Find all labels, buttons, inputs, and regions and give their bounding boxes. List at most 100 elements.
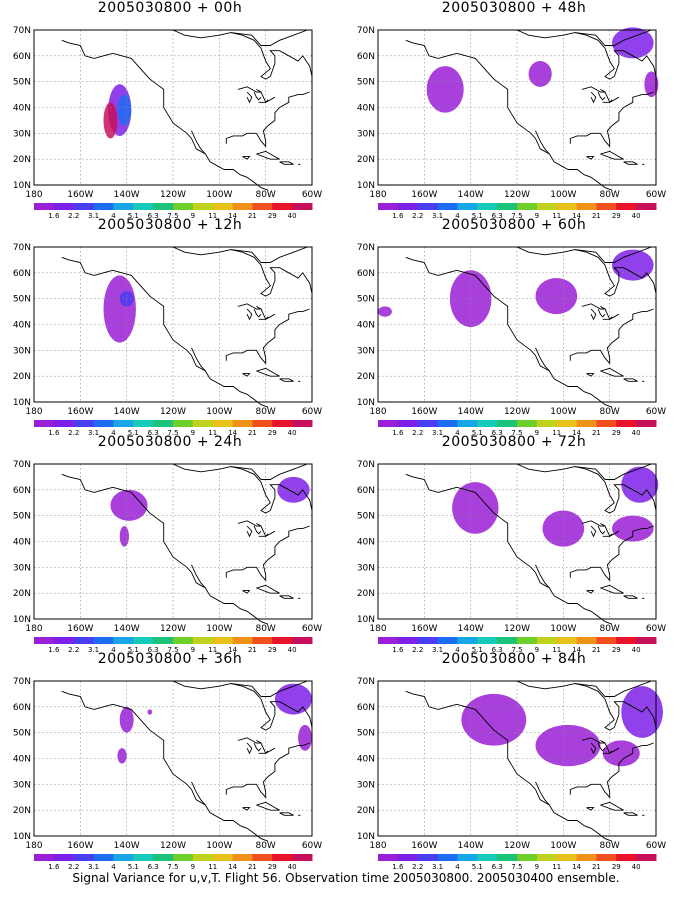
- lat-tick-label: 40N: [13, 755, 31, 765]
- panel-title: 2005030800 + 60h: [441, 217, 587, 233]
- colorbar-label: 2.2: [412, 863, 423, 871]
- lon-tick-label: 80W: [255, 624, 275, 634]
- lat-tick-label: 70N: [357, 26, 375, 36]
- colorbar-swatch: [397, 203, 419, 210]
- lat-tick-label: 60N: [13, 486, 31, 496]
- colorbar-swatch: [292, 637, 313, 644]
- colorbar-label: 2.2: [68, 429, 79, 437]
- colorbar-label: 21: [248, 646, 257, 654]
- colorbar-label: 6.3: [148, 429, 159, 437]
- panel-title: 2005030800 + 48h: [441, 0, 587, 16]
- lon-tick-label: 100W: [550, 407, 576, 417]
- colorbar-label: 9: [535, 429, 539, 437]
- colorbar-swatch: [73, 637, 95, 644]
- colorbar-label: 9: [535, 646, 539, 654]
- lon-tick-label: 140W: [114, 407, 140, 417]
- lat-tick-label: 30N: [357, 129, 375, 139]
- coastline: [581, 520, 605, 527]
- lat-tick-label: 60N: [13, 269, 31, 279]
- colorbar-swatch: [378, 854, 399, 861]
- colorbar-label: 9: [191, 646, 195, 654]
- variance-contour: [535, 724, 601, 767]
- colorbar-swatch: [153, 637, 174, 644]
- lon-tick-label: 120W: [160, 841, 186, 851]
- lon-tick-label: 160W: [411, 624, 437, 634]
- lon-tick-label: 120W: [160, 624, 186, 634]
- coastline: [586, 373, 595, 377]
- colorbar-label: 29: [612, 863, 621, 871]
- colorbar-swatch: [252, 854, 273, 861]
- colorbar-swatch: [477, 854, 498, 861]
- lat-tick-label: 50N: [13, 295, 31, 305]
- variance-contour: [119, 526, 129, 547]
- colorbar-label: 14: [572, 863, 581, 871]
- lon-tick-label: 100W: [206, 624, 232, 634]
- lon-tick-label: 180: [369, 190, 386, 200]
- coastline: [258, 533, 269, 537]
- colorbar-swatch: [616, 420, 637, 427]
- colorbar-label: 29: [612, 646, 621, 654]
- colorbar-swatch: [517, 637, 538, 644]
- colorbar-swatch: [576, 203, 597, 210]
- colorbar-swatch: [437, 420, 458, 427]
- colorbar-swatch: [192, 420, 214, 427]
- colorbar-swatch: [417, 854, 439, 861]
- colorbar-label: 6.3: [492, 863, 503, 871]
- lon-tick-label: 100W: [206, 407, 232, 417]
- colorbar-label: 9: [535, 212, 539, 220]
- colorbar-label: 14: [228, 646, 237, 654]
- colorbar-swatch: [133, 203, 154, 210]
- colorbar-label: 40: [288, 646, 297, 654]
- coastline: [253, 91, 262, 101]
- colorbar-swatch: [192, 203, 214, 210]
- colorbar-label: 11: [552, 212, 561, 220]
- coastline: [597, 308, 606, 318]
- map-frame: [33, 463, 313, 620]
- coastline: [597, 91, 606, 101]
- colorbar-label: 3.1: [88, 646, 99, 654]
- colorbar-swatch: [556, 203, 578, 210]
- colorbar-label: 3.1: [88, 212, 99, 220]
- variance-contour: [644, 71, 659, 98]
- coastline: [230, 249, 313, 297]
- colorbar-swatch: [596, 637, 617, 644]
- lon-tick-label: 140W: [458, 841, 484, 851]
- colorbar-label: 3.1: [432, 646, 443, 654]
- coastline: [253, 308, 262, 318]
- lon-tick-label: 60W: [302, 841, 322, 851]
- colorbar-label: 21: [248, 429, 257, 437]
- colorbar-label: 29: [612, 429, 621, 437]
- panel-title: 2005030800 + 00h: [97, 0, 243, 16]
- coastline: [242, 156, 251, 160]
- lat-tick-label: 70N: [13, 460, 31, 470]
- lon-tick-label: 100W: [550, 190, 576, 200]
- colorbar-swatch: [34, 854, 55, 861]
- colorbar-swatch: [636, 854, 657, 861]
- colorbar-label: 11: [552, 646, 561, 654]
- lat-tick-label: 20N: [357, 372, 375, 382]
- lat-tick-label: 40N: [357, 104, 375, 114]
- colorbar-swatch: [536, 637, 558, 644]
- coastline: [191, 781, 206, 806]
- colorbar-swatch: [93, 637, 114, 644]
- colorbar-label: 1.6: [392, 429, 404, 437]
- colorbar-label: 14: [572, 429, 581, 437]
- coastline: [569, 308, 654, 365]
- colorbar-label: 4: [111, 212, 116, 220]
- coastline: [237, 737, 261, 744]
- colorbar-swatch: [93, 203, 114, 210]
- colorbar-label: 21: [248, 863, 257, 871]
- colorbar-swatch: [292, 854, 313, 861]
- colorbar-swatch: [576, 854, 597, 861]
- panel-title: 2005030800 + 36h: [97, 651, 243, 667]
- colorbar-label: 6.3: [148, 646, 159, 654]
- lat-tick-label: 60N: [357, 269, 375, 279]
- lat-tick-label: 70N: [13, 677, 31, 687]
- coastline: [574, 32, 657, 80]
- colorbar-swatch: [34, 203, 55, 210]
- coastline: [230, 683, 313, 731]
- map-frame: [377, 680, 657, 837]
- colorbar-label: 29: [268, 429, 277, 437]
- lat-tick-label: 40N: [357, 321, 375, 331]
